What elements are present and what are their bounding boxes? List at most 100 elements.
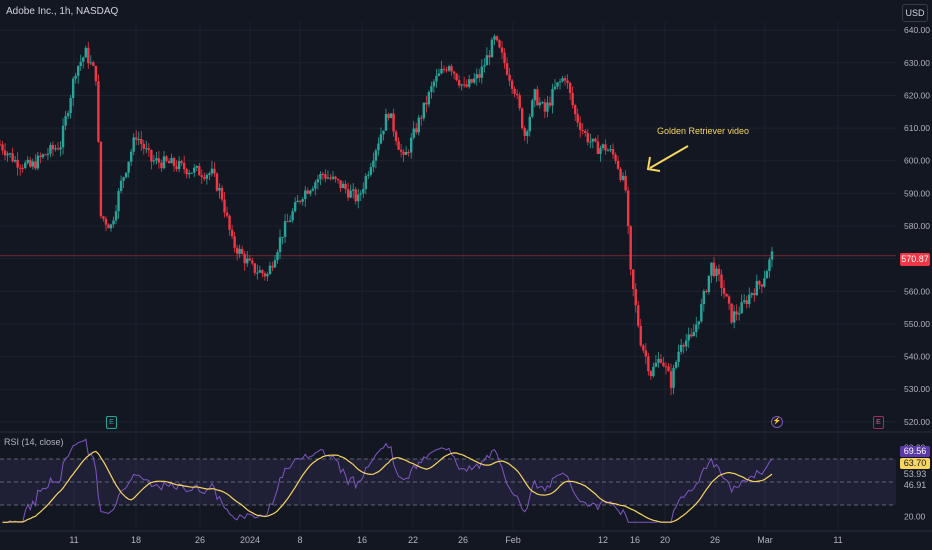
candle	[679, 344, 683, 352]
candle	[626, 190, 630, 227]
candle	[677, 351, 680, 362]
candle	[152, 160, 156, 162]
candle	[399, 149, 403, 152]
y-tick-label: 560.00	[904, 286, 930, 296]
candle	[39, 155, 42, 158]
candle	[642, 345, 645, 351]
candle	[188, 172, 191, 175]
candle	[432, 81, 436, 87]
candle	[172, 157, 176, 167]
candle	[129, 151, 133, 162]
y-tick-label: 530.00	[904, 384, 930, 394]
candle	[753, 293, 756, 296]
candle	[493, 36, 496, 40]
candle	[700, 304, 703, 322]
candle	[213, 168, 216, 174]
candle	[498, 40, 501, 48]
candle	[717, 268, 721, 275]
earnings-icon[interactable]: E	[873, 416, 884, 429]
earnings-icon[interactable]: E	[106, 416, 117, 429]
candle	[119, 180, 123, 192]
candle	[748, 294, 751, 305]
candle	[94, 65, 98, 82]
candle	[624, 175, 627, 191]
candle	[304, 190, 307, 200]
candle	[64, 116, 67, 126]
candle	[3, 150, 7, 156]
candle	[286, 221, 289, 223]
candle	[251, 260, 254, 264]
candle	[561, 78, 564, 82]
candle	[647, 356, 650, 372]
currency-button[interactable]: USD	[902, 4, 928, 22]
candle	[654, 362, 658, 367]
candle	[281, 236, 284, 238]
candle	[659, 358, 663, 363]
candle	[551, 89, 554, 106]
candle	[644, 350, 648, 357]
candle	[26, 159, 29, 163]
candle	[445, 69, 448, 71]
candle	[276, 252, 279, 261]
candle	[135, 137, 138, 140]
candle	[349, 190, 352, 198]
rsi-ma-badge: 63.70	[900, 458, 930, 469]
candle	[258, 270, 262, 273]
candle	[112, 220, 115, 225]
candle	[359, 193, 362, 195]
candle	[306, 190, 309, 194]
candle	[1, 144, 4, 151]
candle	[495, 36, 499, 41]
candle	[407, 152, 410, 154]
candle	[621, 175, 625, 180]
candle	[758, 281, 761, 285]
candle	[614, 154, 617, 161]
candle	[483, 65, 486, 67]
candle	[765, 271, 769, 279]
candle	[430, 86, 433, 93]
candle	[573, 105, 577, 115]
candle	[69, 98, 72, 114]
candle	[768, 259, 771, 272]
candle	[457, 80, 461, 86]
candle	[639, 325, 642, 346]
candle	[442, 68, 446, 70]
candle	[253, 263, 256, 273]
candle	[41, 154, 45, 158]
candle	[664, 366, 668, 368]
candle	[13, 159, 17, 162]
candle	[584, 130, 587, 134]
candle	[437, 73, 441, 76]
candle	[422, 102, 426, 119]
symbol-title[interactable]: Adobe Inc., 1h, NASDAQ	[6, 6, 119, 17]
candle	[576, 114, 579, 123]
candle	[77, 66, 80, 76]
candle	[185, 169, 188, 175]
candle	[362, 188, 365, 194]
candle	[690, 334, 693, 337]
candle	[339, 180, 342, 189]
candle	[743, 300, 746, 303]
candle	[193, 167, 196, 173]
flash-icon[interactable]: ⚡	[771, 416, 783, 428]
candle	[379, 134, 383, 144]
candle	[165, 156, 168, 161]
candle	[727, 296, 731, 304]
candle	[127, 161, 130, 173]
candle	[16, 159, 19, 168]
x-tick-label: 26	[710, 535, 720, 545]
candle	[462, 84, 466, 86]
candle	[157, 158, 161, 163]
candle	[233, 236, 236, 248]
candle	[107, 224, 110, 229]
candle	[104, 218, 108, 225]
y-tick-label: 630.00	[904, 58, 930, 68]
candle	[82, 57, 85, 62]
rsi-indicator-title[interactable]: RSI (14, close)	[4, 437, 64, 447]
candle	[167, 160, 171, 164]
candle	[715, 268, 718, 276]
candle	[412, 128, 415, 138]
candle	[553, 86, 557, 90]
candle	[558, 81, 562, 83]
